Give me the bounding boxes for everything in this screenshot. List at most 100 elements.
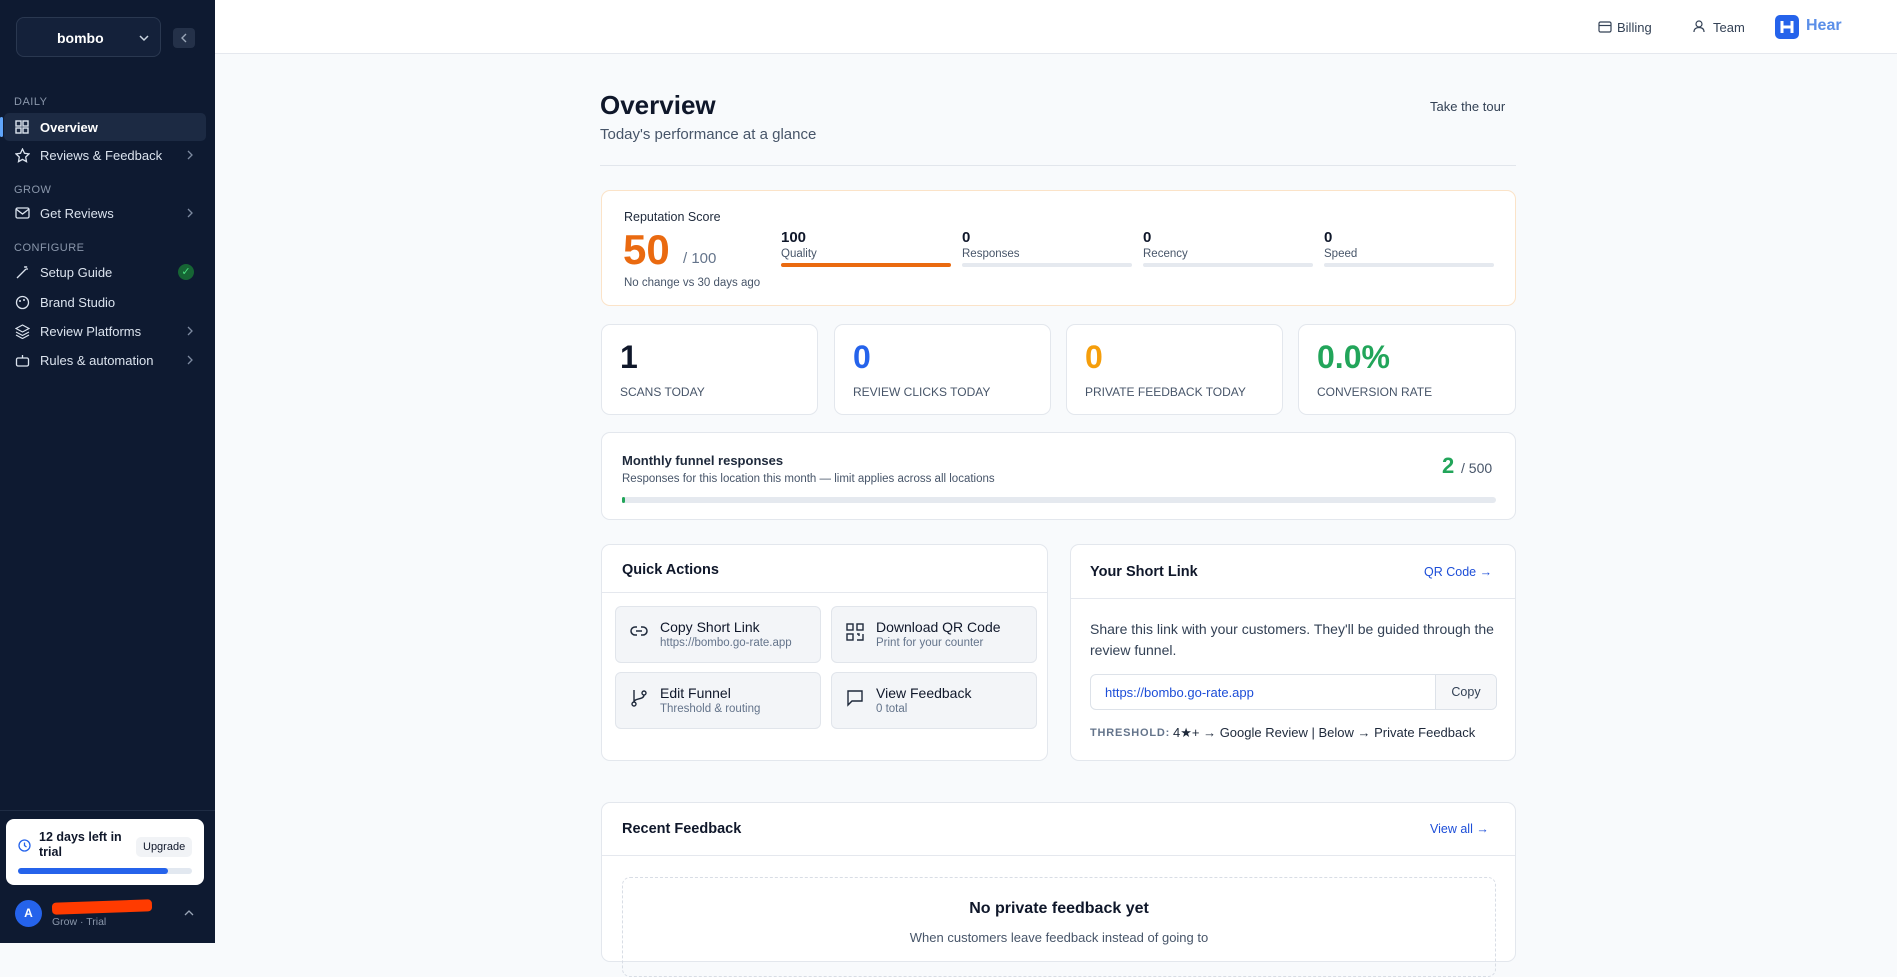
metric-value: 0 (1324, 229, 1333, 246)
nav-item[interactable]: Reviews & Feedback (4, 141, 206, 169)
metric-label: Speed (1324, 248, 1358, 260)
nav-label: Review Platforms (40, 323, 142, 339)
trial-text: 12 days left in trial (39, 830, 122, 859)
reputation-card: Reputation Score 50 / 100 No change vs 3… (601, 190, 1516, 306)
nav-item[interactable]: Setup Guide ✓ (4, 258, 206, 286)
action-title: View Feedback (876, 685, 972, 701)
action-title: Download QR Code (876, 619, 1001, 635)
stat-value: 0.0% (1317, 339, 1390, 375)
tour-button[interactable]: Take the tour (1430, 99, 1506, 114)
action-subtitle: 0 total (876, 703, 908, 715)
brand-name: Hear (1806, 17, 1842, 34)
action-title: Copy Short Link (660, 619, 760, 635)
reputation-score: 50 (623, 226, 670, 273)
upgrade-button[interactable]: Upgrade (136, 837, 193, 857)
short-link-card: Your Short Link QR Code → Share this lin… (1070, 544, 1516, 761)
card-title: Quick Actions (622, 562, 719, 578)
metric-label: Recency (1143, 248, 1188, 260)
metric: 0 Responses (962, 229, 1132, 267)
action-button[interactable]: Download QR Code Print for your counter (831, 606, 1037, 663)
stat-value: 1 (620, 339, 638, 375)
nav-label: Brand Studio (40, 294, 116, 310)
copy-button[interactable]: Copy (1435, 675, 1496, 709)
stat-label: REVIEW CLICKS TODAY (853, 385, 991, 399)
qr-link[interactable]: QR Code → (1424, 565, 1493, 579)
section-title: GROW (14, 184, 52, 196)
nav-item[interactable]: Review Platforms (4, 317, 206, 345)
funnel-card: Monthly funnel responses Responses for t… (601, 432, 1516, 520)
metric-value: 0 (962, 229, 971, 246)
logo (1775, 15, 1799, 39)
funnel-title: Monthly funnel responses (622, 453, 784, 468)
funnel-count: 2 (1442, 453, 1455, 478)
action-button[interactable]: View Feedback 0 total (831, 672, 1037, 729)
action-subtitle: Threshold & routing (660, 703, 761, 715)
action-button[interactable]: Copy Short Link https://bombo.go-rate.app (615, 606, 821, 663)
metric-value: 100 (781, 229, 807, 246)
quick-actions-card: Quick Actions Copy Short Link https://bom… (601, 544, 1048, 761)
team-link[interactable]: Team (1713, 20, 1745, 35)
nav-label: Get Reviews (40, 205, 114, 221)
recent-feedback-card: Recent Feedback View all → No private fe… (601, 802, 1516, 977)
user-plan: Grow · Trial (52, 916, 107, 928)
url-field[interactable]: https://bombo.go-rate.app Copy (1090, 674, 1497, 710)
workspace-name: bombo (57, 30, 104, 46)
metric-value: 0 (1143, 229, 1152, 246)
reputation-max: / 100 (683, 250, 717, 267)
stat-card: 1 SCANS TODAY (601, 324, 818, 415)
stat-value: 0 (853, 339, 871, 375)
url: https://bombo.go-rate.app (1105, 685, 1254, 700)
stat-label: SCANS TODAY (620, 385, 705, 399)
redaction (51, 899, 153, 915)
chevron (139, 35, 149, 42)
empty-state: No private feedback yet When customers l… (622, 877, 1496, 977)
nav-item[interactable]: Get Reviews (4, 199, 206, 227)
chevron (184, 910, 194, 916)
page-title: Overview (600, 90, 716, 120)
metric-label: Quality (781, 248, 817, 260)
stat-label: CONVERSION RATE (1317, 385, 1433, 399)
check-badge: ✓ (178, 264, 194, 280)
action-title: Edit Funnel (660, 685, 731, 701)
nav-label: Reviews & Feedback (40, 147, 163, 163)
stat-value: 0 (1085, 339, 1103, 375)
empty-title: No private feedback yet (969, 900, 1149, 917)
billing-link[interactable]: Billing (1617, 20, 1652, 35)
action-button[interactable]: Edit Funnel Threshold & routing (615, 672, 821, 729)
card-title: Your Short Link (1090, 564, 1198, 580)
topbar: Billing Team Hear (215, 0, 1897, 54)
nav-item[interactable]: Brand Studio (4, 288, 206, 316)
metric: 100 Quality (781, 229, 951, 267)
reputation-label: Reputation Score (624, 210, 721, 224)
stat-label: PRIVATE FEEDBACK TODAY (1085, 385, 1246, 399)
nav-label: Overview (40, 119, 98, 135)
sidebar: bombo DAILY Overview Reviews & Feedback … (0, 0, 215, 943)
stat-card: 0 PRIVATE FEEDBACK TODAY (1066, 324, 1283, 415)
section-title: DAILY (14, 96, 48, 108)
reputation-change: No change vs 30 days ago (624, 277, 761, 289)
funnel-description: Responses for this location this month —… (622, 473, 995, 485)
threshold-label: THRESHOLD: (1090, 727, 1171, 739)
view-all-link[interactable]: View all → (1430, 822, 1489, 836)
workspace-select[interactable]: bombo (16, 17, 161, 57)
metric: 0 Speed (1324, 229, 1494, 267)
stat-card: 0.0% CONVERSION RATE (1298, 324, 1516, 415)
nav-label: Rules & automation (40, 352, 154, 368)
metric-label: Responses (962, 248, 1020, 260)
threshold: 4★+ → Google Review | Below → Private Fe… (1173, 725, 1476, 740)
nav-label: Setup Guide (40, 264, 113, 280)
collapse-button[interactable] (173, 28, 195, 48)
action-subtitle: https://bombo.go-rate.app (660, 637, 792, 649)
action-subtitle: Print for your counter (876, 637, 984, 649)
short-link-description: Share this link with your customers. The… (1090, 621, 1494, 658)
nav-item[interactable]: Rules & automation (4, 346, 206, 374)
stat-card: 0 REVIEW CLICKS TODAY (834, 324, 1051, 415)
section-title: CONFIGURE (14, 242, 85, 254)
card-title: Recent Feedback (622, 821, 742, 837)
nav-item[interactable]: Overview (0, 113, 206, 141)
metric: 0 Recency (1143, 229, 1313, 267)
page-subtitle: Today's performance at a glance (600, 126, 817, 143)
empty-text: When customers leave feedback instead of… (909, 930, 1209, 945)
avatar[interactable]: A (15, 900, 42, 927)
